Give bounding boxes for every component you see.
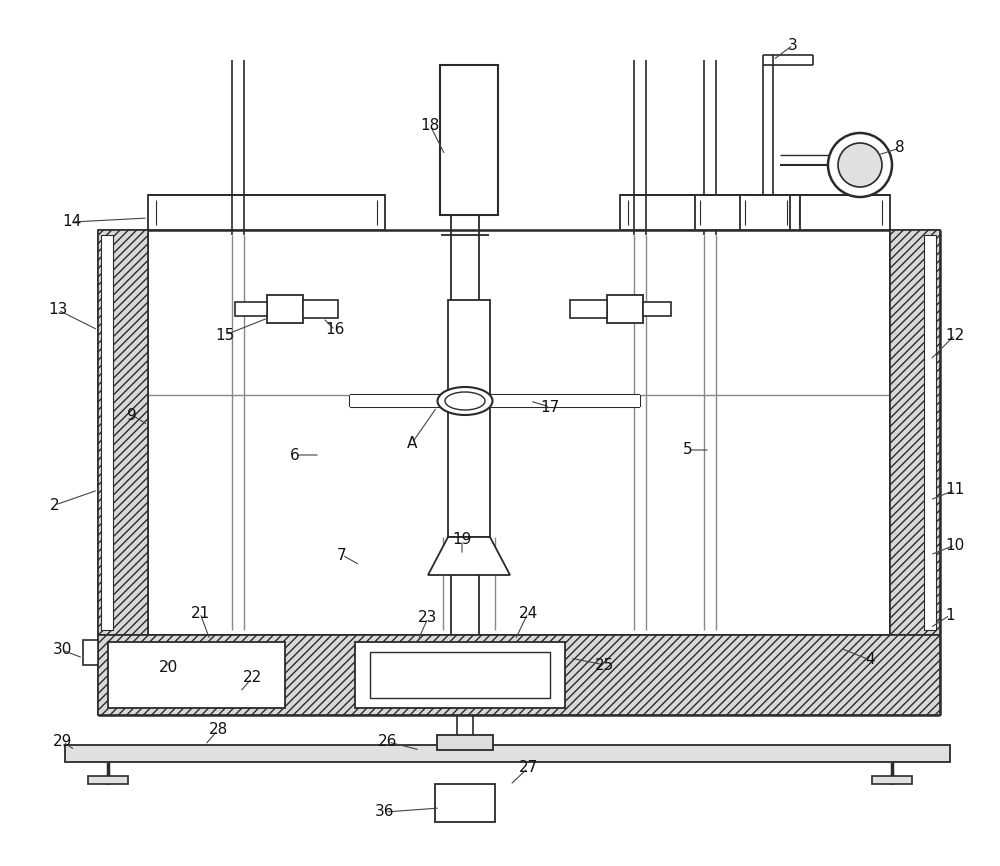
Text: 26: 26 [378,734,398,749]
Text: 36: 36 [375,805,395,819]
Text: 8: 8 [895,140,905,156]
Text: 28: 28 [208,722,228,738]
Text: 20: 20 [158,661,178,675]
Ellipse shape [445,392,485,410]
Text: A: A [407,436,417,450]
Bar [65,745,950,762]
Text: 3: 3 [788,37,798,53]
Text: 6: 6 [290,448,300,462]
Text: 25: 25 [595,657,615,673]
Text: 10: 10 [945,538,965,553]
Bar [370,652,550,698]
Ellipse shape [438,387,492,415]
Bar [570,300,607,318]
Bar [440,65,498,215]
Text: 14: 14 [62,215,82,229]
Text: 21: 21 [190,605,210,621]
Bar [872,776,912,784]
Bar [303,300,338,318]
Bar [435,784,495,822]
Bar [437,735,493,750]
Bar [924,235,936,630]
Text: 18: 18 [420,118,440,132]
Bar [235,302,267,316]
Bar [108,642,285,708]
Bar [740,195,790,230]
Polygon shape [428,537,510,575]
Text: 4: 4 [865,652,875,668]
Bar [350,395,640,407]
Bar [88,776,128,784]
Bar [643,302,671,316]
Bar [355,642,565,708]
Bar [101,235,113,630]
Circle shape [828,133,892,197]
Text: 22: 22 [242,670,262,686]
Bar [890,230,940,635]
Bar [695,195,800,230]
Text: 23: 23 [418,611,438,625]
Text: 2: 2 [50,497,60,513]
Bar [607,295,643,323]
Bar [98,635,940,715]
Text: 24: 24 [518,605,538,621]
Bar [448,300,490,537]
Bar [98,230,148,635]
Text: 16: 16 [325,322,345,338]
Bar [83,640,98,665]
Text: 1: 1 [945,608,955,623]
Bar [620,195,890,230]
Text: 12: 12 [945,327,965,342]
Text: 15: 15 [215,327,235,342]
Text: 19: 19 [452,533,472,547]
Bar [148,195,385,230]
Text: 5: 5 [683,443,693,457]
Text: 27: 27 [518,760,538,775]
Text: 7: 7 [337,547,347,563]
Text: 13: 13 [48,302,68,318]
Text: 30: 30 [52,643,72,657]
Text: 9: 9 [127,408,137,423]
Bar [267,295,303,323]
Text: 29: 29 [53,734,73,749]
Circle shape [838,143,882,187]
Text: 11: 11 [945,482,965,497]
Text: 17: 17 [540,399,560,415]
